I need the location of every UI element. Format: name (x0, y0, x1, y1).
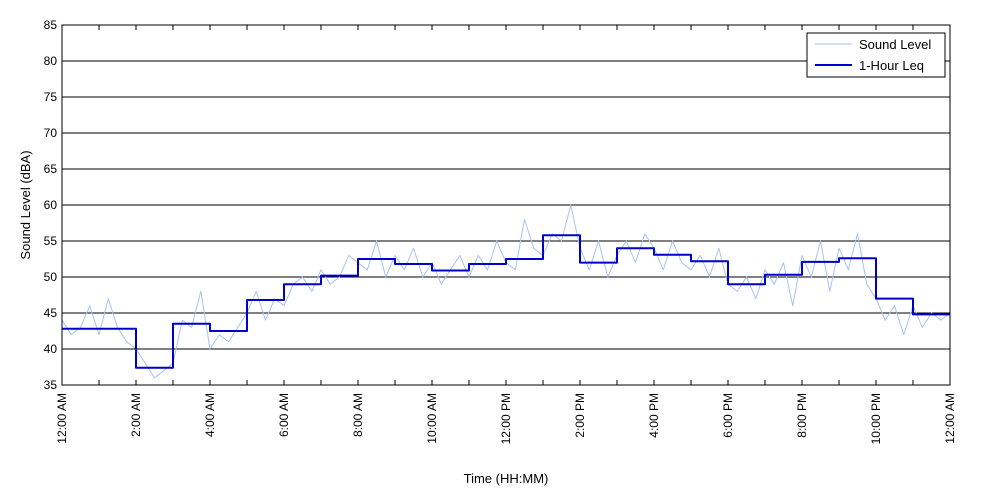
y-axis-ticks: 35 40 45 50 55 60 65 70 75 80 85 (44, 18, 950, 392)
series-line-one-hour-leq (62, 234, 950, 369)
y-tick-label-75: 75 (44, 90, 58, 104)
y-tick-label-70: 70 (44, 126, 58, 140)
y-tick-label-35: 35 (44, 378, 58, 392)
x-tick-label-8: 4:00 PM (647, 393, 661, 438)
legend-label-1-hour-leq: 1-Hour Leq (859, 58, 924, 73)
y-tick-label-45: 45 (44, 306, 58, 320)
y-tick-label-60: 60 (44, 198, 58, 212)
y-tick-label-80: 80 (44, 54, 58, 68)
x-tick-label-7: 2:00 PM (573, 393, 587, 438)
x-tick-label-1: 2:00 AM (129, 393, 143, 437)
y-axis-label: Sound Level (dBA) (18, 150, 33, 259)
y-tick-label-40: 40 (44, 342, 58, 356)
x-tick-label-2: 4:00 AM (203, 393, 217, 437)
x-tick-label-4: 8:00 AM (351, 393, 365, 437)
legend-label-sound-level: Sound Level (859, 37, 931, 52)
x-tick-label-9: 6:00 PM (721, 393, 735, 438)
x-tick-label-12: 12:00 AM (943, 393, 957, 444)
y-tick-label-85: 85 (44, 18, 58, 32)
y-tick-label-50: 50 (44, 270, 58, 284)
x-axis-label: Time (HH:MM) (464, 471, 549, 486)
y-tick-label-65: 65 (44, 162, 58, 176)
x-axis-ticks: 12:00 AM 2:00 AM 4:00 AM 6:00 AM 8:00 AM 10:0… (55, 25, 957, 444)
legend-box (806, 32, 946, 78)
x-tick-label-10: 8:00 PM (795, 393, 809, 438)
x-tick-label-6: 12:00 PM (499, 393, 513, 444)
x-tick-label-11: 10:00 PM (869, 393, 883, 444)
x-tick-label-5: 10:00 AM (425, 393, 439, 444)
x-tick-label-0: 12:00 AM (55, 393, 69, 444)
x-tick-label-3: 6:00 AM (277, 393, 291, 437)
plot-series (61, 204, 951, 379)
y-tick-label-55: 55 (44, 234, 58, 248)
legend: Sound Level 1-Hour Leq (806, 32, 946, 78)
